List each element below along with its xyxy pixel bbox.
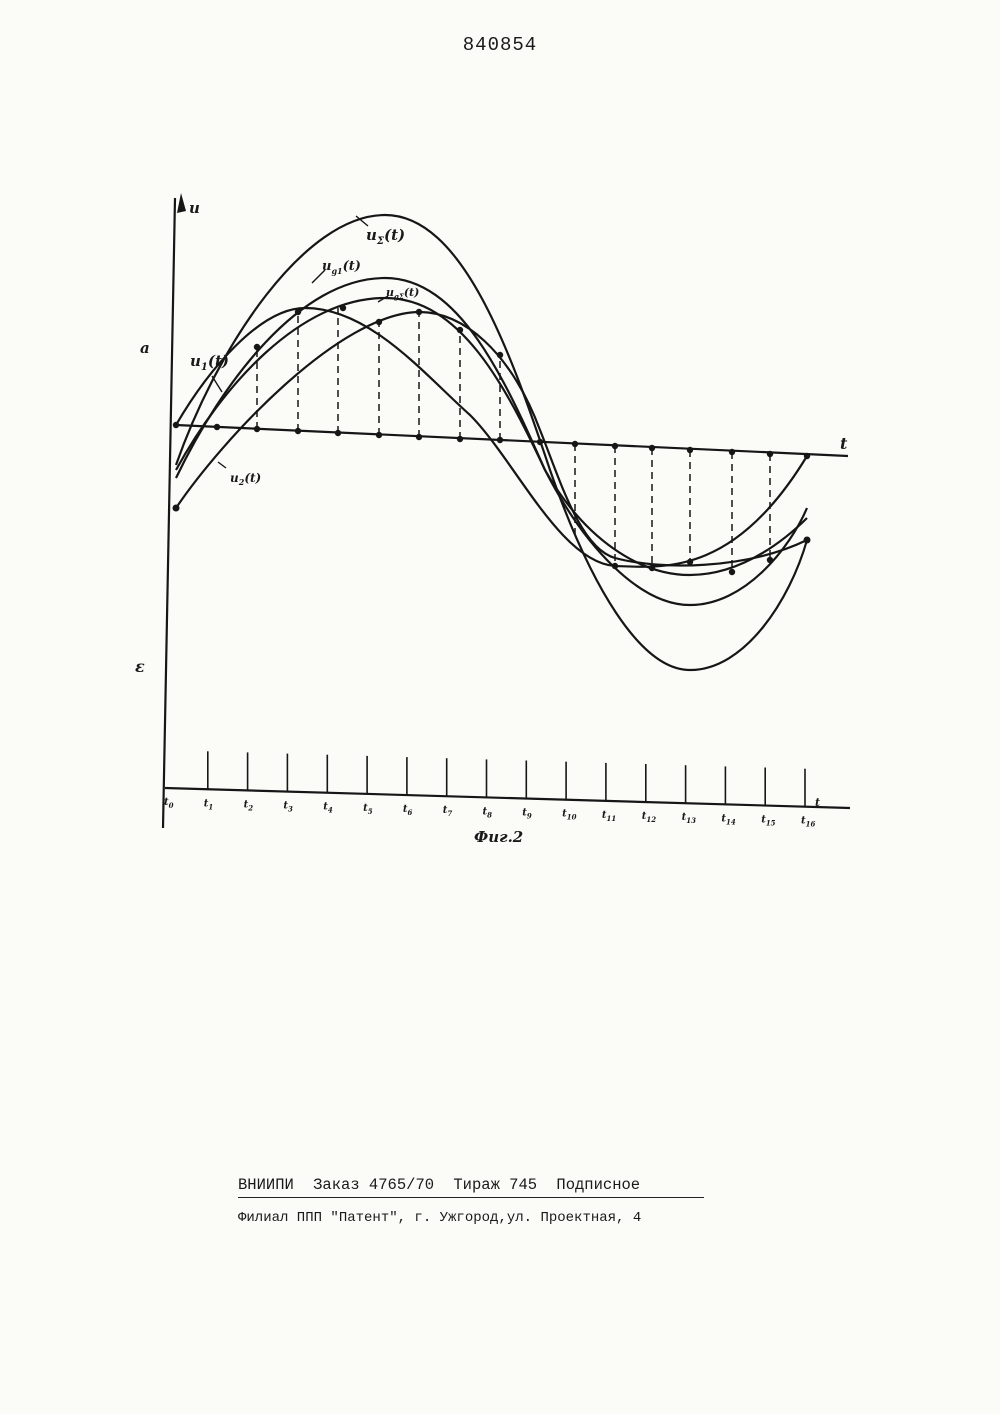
t-axis-label: t [840,434,848,453]
svg-text:uΣ(t): uΣ(t) [366,226,405,247]
time-label-4: t4 [323,802,333,815]
u-axis-label: u [189,199,200,217]
figure-caption: Фиг.2 [474,828,523,846]
time-labels: t0 t1 t2 t3 t4 t5 t6 t7 t8 t9 t10 t11 t12 t13 t14 t15 t1… [164,797,815,829]
time-label-10: t10 [562,809,576,822]
label-epsilon: ε [135,657,145,676]
imprint-order: Заказ 4765/70 [313,1176,434,1194]
svg-text:ugΣ(t): ugΣ(t) [386,286,419,301]
imprint-rule [238,1197,704,1198]
imprint-line-2: Филиал ППП "Патент", г. Ужгород,ул. Прое… [238,1210,641,1226]
t-axis-lower-label: t [815,796,820,809]
time-label-7: t7 [443,805,453,818]
imprint-org: ВНИИПИ [238,1176,294,1194]
svg-text:ug1(t): ug1(t) [322,259,361,276]
time-label-15: t15 [761,815,775,828]
time-label-12: t12 [642,811,656,824]
svg-text:u1(t): u1(t) [190,352,229,373]
time-label-11: t11 [602,810,616,823]
curve-label-u-sigma: uΣ(t) [356,216,405,247]
time-label-13: t13 [682,812,696,825]
t-axis-upper [176,425,848,456]
time-label-8: t8 [483,806,493,819]
time-label-6: t6 [403,804,413,817]
t-axis-lower [165,788,850,808]
time-label-0: t0 [164,797,174,810]
figure-2: u t t a ε [0,0,1000,900]
u-axis-arrow [177,193,186,213]
curve-label-u-g1: ug1(t) [312,259,361,283]
u-axis [163,198,175,828]
imprint-subscription: Подписное [556,1176,640,1194]
curve-u-g-sigma [176,298,807,575]
svg-text:u2(t): u2(t) [230,471,261,487]
label-a: a [140,339,150,357]
time-label-5: t5 [363,803,373,816]
curve-label-u-g-sigma: ugΣ(t) [378,286,419,302]
time-label-9: t9 [522,808,532,821]
time-label-2: t2 [244,799,254,812]
time-label-14: t14 [721,813,735,826]
time-label-1: t1 [204,798,214,811]
time-label-3: t3 [283,801,293,814]
time-label-16: t16 [801,816,815,829]
imprint-run: Тираж 745 [453,1176,537,1194]
curve-label-u2: u2(t) [218,462,261,487]
imprint-line-1: ВНИИПИ Заказ 4765/70 Тираж 745 Подписное [238,1176,650,1194]
